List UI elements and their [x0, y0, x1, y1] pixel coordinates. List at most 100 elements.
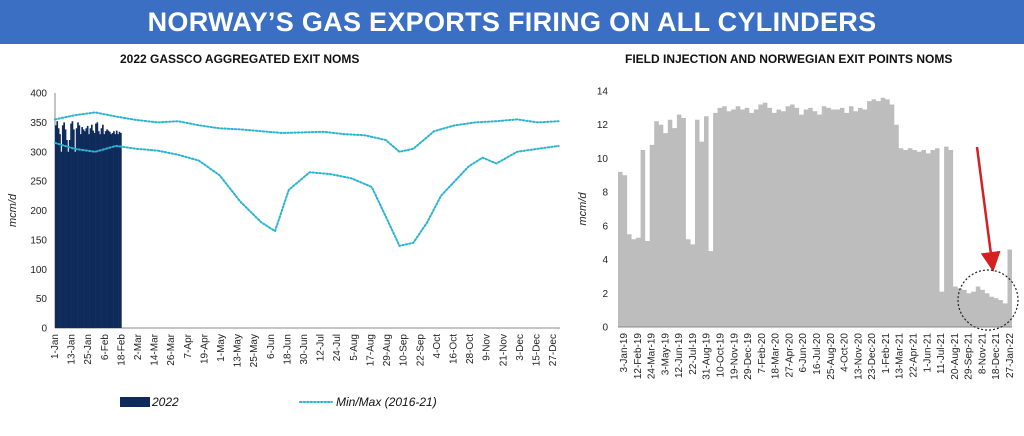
left-x-tick-label: 16-Oct — [448, 334, 459, 364]
right-y-axis-label: mcm/d — [577, 192, 589, 226]
legend: 2022 Min/Max (2016-21) — [120, 395, 437, 409]
bar-2022 — [100, 128, 103, 328]
bar-2022 — [108, 131, 111, 328]
bar-2022 — [77, 122, 79, 328]
bar-2022 — [59, 134, 61, 328]
right-x-tick-label: 27-Apr-20 — [784, 333, 795, 378]
right-y-tick-label: 14 — [597, 87, 609, 98]
right-x-tick-label: 7-Feb-20 — [757, 333, 768, 374]
right-x-tick-label: 8-Nov-21 — [977, 333, 988, 375]
bar-2022 — [86, 125, 89, 329]
right-x-tick-label: 11-Jul-21 — [936, 333, 947, 374]
left-x-tick-label: 24-Jul — [332, 334, 343, 361]
bar-2022 — [103, 134, 106, 328]
bar-2022 — [111, 132, 114, 328]
left-x-tick-label: 9-Nov — [482, 334, 493, 361]
bar-2022 — [97, 131, 100, 328]
left-x-tick-label: 26-Mar — [166, 333, 177, 365]
bar-2022 — [104, 131, 107, 328]
left-y-tick-label: 300 — [30, 147, 47, 158]
minmax-min-line — [54, 141, 560, 247]
right-x-tick-label: 19-Nov-19 — [729, 333, 740, 380]
left-x-tick-label: 7-Apr — [183, 333, 194, 358]
left-x-tick-label: 27-Dec — [548, 334, 559, 366]
right-chart-title: FIELD INJECTION AND NORWEGIAN EXIT POINT… — [625, 52, 953, 66]
bar-2022 — [85, 128, 88, 328]
bar-2022 — [92, 130, 95, 328]
noms-area — [618, 97, 1012, 327]
left-x-tick-label: 22-Sep — [415, 334, 426, 367]
right-x-tick-label: 22-Jul-19 — [688, 333, 699, 375]
left-x-tick-label: 6-Jun — [266, 334, 277, 359]
bar-2022 — [106, 129, 108, 328]
right-y-tick-label: 8 — [602, 188, 608, 199]
bar-2022 — [88, 134, 90, 328]
left-x-tick-label: 6-Feb — [100, 334, 111, 361]
right-x-tick-label: 1-Jun-21 — [922, 333, 933, 373]
left-y-axis-label: mcm/d — [7, 193, 19, 227]
bar-2022 — [118, 131, 121, 328]
right-x-tick-label: 1-Feb-21 — [881, 333, 892, 374]
right-x-tick-label: 13-Nov-20 — [853, 333, 864, 380]
bar-2022 — [79, 134, 82, 328]
bar-2022 — [56, 121, 59, 328]
right-x-tick-label: 18-Mar-20 — [771, 333, 782, 380]
right-x-tick-label: 24-Mar-19 — [647, 333, 658, 380]
left-x-tick-label: 4-Oct — [432, 334, 443, 359]
bar-2022 — [68, 140, 71, 328]
left-y-tick-label: 0 — [41, 324, 47, 335]
left-x-tick-label: 29-Aug — [382, 334, 393, 366]
bar-2022 — [93, 132, 96, 328]
bar-2022 — [71, 121, 74, 328]
right-chart: 0 2 4 6 8 10 12 14 mcm/d 3-Jan-19 12-Feb-19 24-Mar-… — [577, 87, 1019, 380]
right-y-tick-label: 2 — [602, 289, 608, 300]
left-x-tick-label: 13-Jan — [67, 334, 78, 365]
bar-2022 — [81, 127, 83, 328]
right-x-tick-label: 3-May-19 — [660, 333, 671, 376]
right-x-tick-label: 12-Jun-19 — [674, 333, 685, 378]
right-x-tick-label: 23-Dec-20 — [867, 333, 878, 380]
red-arrow-icon — [975, 146, 1001, 272]
bar-2022 — [89, 128, 92, 328]
bar-2022 — [107, 130, 110, 328]
left-x-tick-label: 3-Dec — [515, 334, 526, 361]
left-x-tick-label: 19-Apr — [199, 333, 210, 364]
bar-2022 — [70, 123, 72, 328]
right-x-tick-label: 16-Jul-20 — [812, 333, 823, 375]
right-y-tick-label: 4 — [602, 255, 608, 266]
bar-2022 — [120, 132, 122, 328]
left-y-tick-label: 350 — [30, 118, 47, 129]
left-y-tick-label: 400 — [30, 89, 47, 100]
bar-2022 — [67, 151, 70, 328]
bar-2022 — [110, 134, 113, 328]
left-x-tick-label: 25-Jan — [83, 334, 94, 365]
right-x-tick-label: 31-Aug-19 — [702, 333, 713, 380]
left-x-tick-label: 30-Jun — [299, 334, 310, 365]
left-x-tick-label: 21-Nov — [498, 334, 509, 366]
legend-label-2022: 2022 — [151, 395, 179, 409]
bar-2022 — [114, 134, 117, 328]
right-x-tick-label: 13-Mar-21 — [895, 333, 906, 380]
right-y-tick-label: 6 — [602, 221, 608, 232]
left-x-tick-label: 10-Sep — [399, 334, 410, 367]
left-y-tick-label: 200 — [30, 206, 47, 217]
right-y-tick-label: 0 — [602, 323, 608, 334]
bar-2022 — [90, 124, 93, 328]
bar-2022 — [75, 128, 78, 328]
bar-2022 — [78, 125, 81, 328]
left-chart-title: 2022 GASSCO AGGREGATED EXIT NOMS — [120, 52, 360, 66]
left-y-tick-label: 150 — [30, 235, 47, 246]
right-x-tick-label: 29-Dec-19 — [743, 333, 754, 380]
right-x-tick-label: 27-Jan-22 — [1005, 333, 1016, 378]
bar-2022 — [99, 134, 101, 328]
bar-2022 — [60, 151, 63, 328]
left-x-tick-label: 5-Aug — [349, 334, 360, 361]
bar-2022 — [84, 131, 86, 328]
bar-2022 — [61, 125, 64, 328]
bar-2022 — [66, 140, 68, 328]
right-x-tick-label: 22-Apr-21 — [909, 333, 920, 378]
left-y-tick-label: 50 — [36, 294, 48, 305]
bar-2022 — [95, 123, 97, 328]
left-x-tick-label: 2-Mar — [133, 333, 144, 360]
